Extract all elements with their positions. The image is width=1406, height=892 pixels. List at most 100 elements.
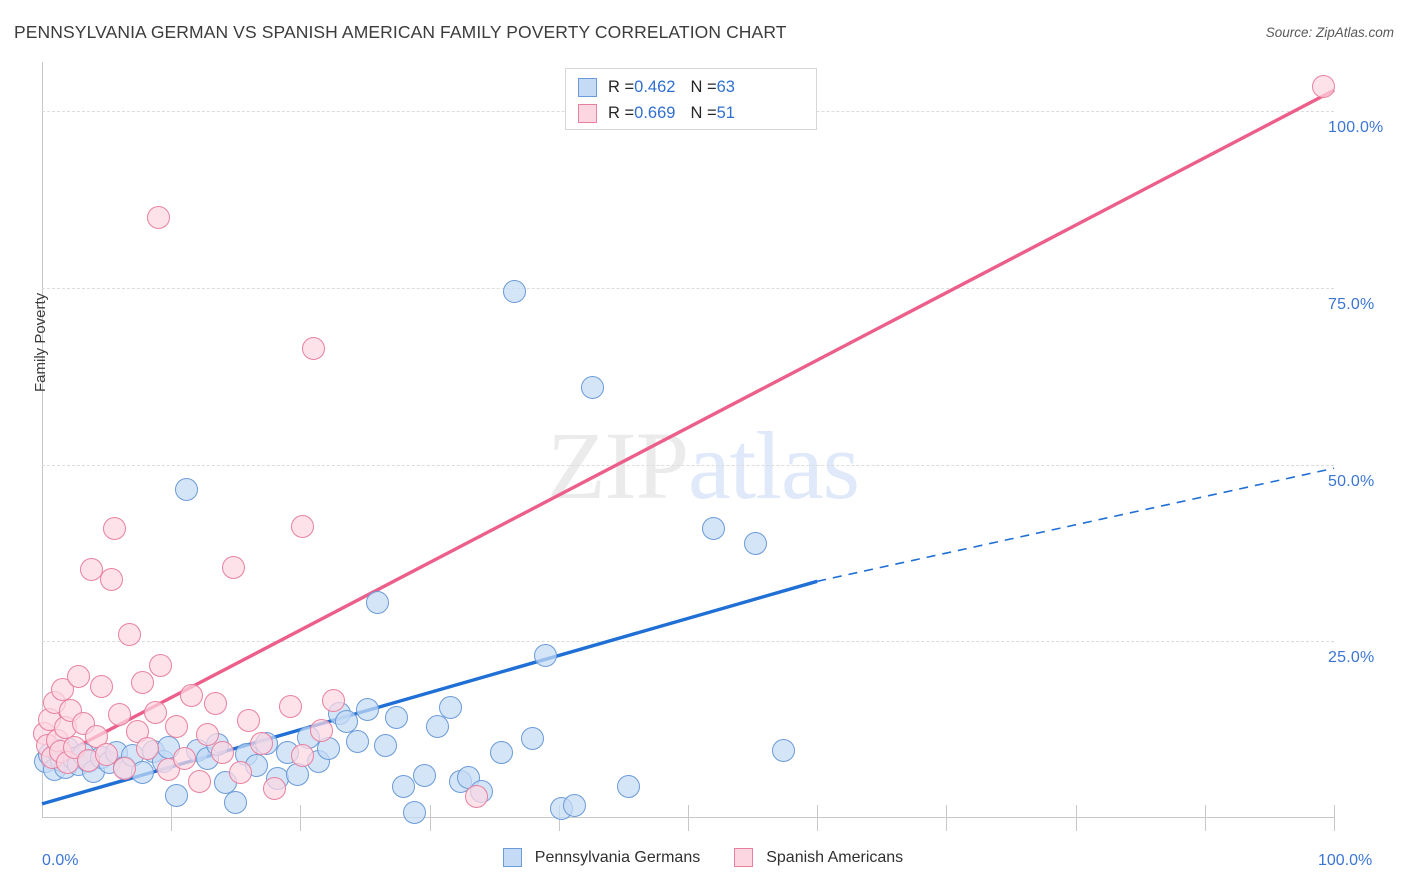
data-point[interactable] bbox=[702, 516, 726, 540]
x-tick-30 bbox=[429, 805, 431, 831]
data-point[interactable] bbox=[175, 477, 199, 501]
data-point[interactable] bbox=[79, 557, 103, 581]
n-value-2: 51 bbox=[716, 103, 735, 122]
x-axis-max-label: 100.0% bbox=[1318, 852, 1373, 869]
data-point[interactable] bbox=[490, 741, 514, 765]
data-point[interactable] bbox=[108, 703, 132, 727]
data-point[interactable] bbox=[89, 675, 113, 699]
page-title: PENNSYLVANIA GERMAN VS SPANISH AMERICAN … bbox=[14, 22, 787, 42]
gridline-50 bbox=[42, 464, 1334, 466]
data-point[interactable] bbox=[118, 622, 142, 646]
r-value-1: 0.462 bbox=[634, 77, 676, 96]
data-point[interactable] bbox=[172, 747, 196, 771]
data-point[interactable] bbox=[580, 375, 604, 399]
gridline-25 bbox=[42, 641, 1334, 643]
data-point[interactable] bbox=[412, 764, 436, 788]
n-label-1: N = bbox=[690, 77, 717, 96]
source-label: Source: ZipAtlas.com bbox=[1265, 25, 1394, 40]
data-point[interactable] bbox=[144, 700, 168, 724]
r-value-2: 0.669 bbox=[634, 103, 676, 122]
data-point[interactable] bbox=[345, 730, 369, 754]
data-point[interactable] bbox=[136, 737, 160, 761]
stats-row-spanish-americans: R = 0.669 N = 51 bbox=[578, 100, 806, 126]
data-point[interactable] bbox=[322, 689, 346, 713]
swatch-pennsylvania-germans bbox=[578, 77, 597, 97]
trend-line-spanish-americans bbox=[41, 88, 1335, 767]
data-point[interactable] bbox=[278, 694, 302, 718]
data-point[interactable] bbox=[164, 714, 188, 738]
data-point[interactable] bbox=[146, 205, 170, 229]
data-point[interactable] bbox=[521, 727, 545, 751]
data-point[interactable] bbox=[384, 706, 408, 730]
data-point[interactable] bbox=[263, 776, 287, 800]
legend-item-pennsylvania-germans[interactable]: Pennsylvania Germans bbox=[502, 848, 701, 867]
x-axis-min-label: 0.0% bbox=[42, 852, 79, 869]
x-tick-60 bbox=[817, 805, 819, 831]
data-point[interactable] bbox=[335, 710, 359, 734]
plot-area: ZIPatlas 100.0%75.0%50.0%25.0% Family Po… bbox=[32, 62, 1383, 831]
x-tick-100 bbox=[1334, 805, 1335, 831]
data-point[interactable] bbox=[203, 692, 227, 716]
trend-lines bbox=[41, 88, 1335, 806]
data-point[interactable] bbox=[617, 775, 641, 799]
n-label-2: N = bbox=[690, 103, 717, 122]
x-tick-10 bbox=[171, 805, 173, 831]
legend-swatch-pennsylvania-germans bbox=[502, 848, 522, 867]
data-point[interactable] bbox=[309, 718, 333, 742]
data-point[interactable] bbox=[503, 280, 527, 304]
x-tick-50 bbox=[688, 805, 689, 831]
data-point[interactable] bbox=[772, 738, 796, 762]
data-point[interactable] bbox=[301, 336, 325, 360]
data-point[interactable] bbox=[291, 744, 315, 768]
y-axis-label-75: 75.0% bbox=[1328, 296, 1375, 314]
r-label-2: R = bbox=[608, 103, 635, 122]
data-point[interactable] bbox=[66, 665, 90, 689]
data-point[interactable] bbox=[164, 783, 188, 807]
data-point[interactable] bbox=[131, 670, 155, 694]
y-axis-title: Family Poverty bbox=[32, 292, 49, 392]
data-point[interactable] bbox=[392, 775, 416, 799]
data-point[interactable] bbox=[100, 567, 124, 591]
x-tick-90 bbox=[1204, 805, 1206, 831]
data-point[interactable] bbox=[356, 697, 380, 721]
data-point[interactable] bbox=[534, 643, 558, 667]
data-point[interactable] bbox=[102, 516, 126, 540]
data-point[interactable] bbox=[237, 708, 261, 732]
data-point[interactable] bbox=[250, 731, 274, 755]
trend-line-dashed-pennsylvania-germans bbox=[817, 467, 1335, 583]
series-legend: Pennsylvania Germans Spanish Americans bbox=[0, 848, 1406, 867]
data-point[interactable] bbox=[188, 769, 212, 793]
legend-item-spanish-americans[interactable]: Spanish Americans bbox=[734, 848, 903, 867]
legend-swatch-spanish-americans bbox=[734, 848, 754, 867]
data-point[interactable] bbox=[291, 515, 315, 539]
data-point[interactable] bbox=[221, 556, 245, 580]
legend-label-pennsylvania-germans: Pennsylvania Germans bbox=[534, 848, 701, 866]
data-point[interactable] bbox=[211, 741, 235, 765]
y-axis-label-100: 100.0% bbox=[1328, 119, 1384, 137]
data-point[interactable] bbox=[229, 761, 253, 785]
y-axis-label-25: 25.0% bbox=[1328, 649, 1375, 667]
data-point[interactable] bbox=[438, 696, 462, 720]
data-point[interactable] bbox=[195, 723, 219, 747]
x-tick-80 bbox=[1075, 805, 1077, 831]
data-point[interactable] bbox=[562, 793, 586, 817]
data-point[interactable] bbox=[224, 790, 248, 814]
data-point[interactable] bbox=[464, 785, 488, 809]
x-tick-20 bbox=[300, 805, 302, 831]
legend-label-spanish-americans: Spanish Americans bbox=[766, 848, 904, 866]
data-point[interactable] bbox=[149, 653, 173, 677]
data-point[interactable] bbox=[113, 757, 137, 781]
n-value-1: 63 bbox=[716, 77, 735, 96]
x-tick-70 bbox=[946, 805, 948, 831]
data-point[interactable] bbox=[425, 714, 449, 738]
gridline-75 bbox=[42, 288, 1334, 290]
data-point[interactable] bbox=[366, 591, 390, 614]
data-point[interactable] bbox=[743, 532, 767, 556]
y-axis-label-50: 50.0% bbox=[1328, 472, 1375, 490]
data-point[interactable] bbox=[95, 742, 119, 766]
data-point[interactable] bbox=[402, 800, 426, 824]
data-point[interactable] bbox=[180, 683, 204, 707]
data-point[interactable] bbox=[1312, 75, 1336, 99]
data-point[interactable] bbox=[374, 734, 398, 758]
